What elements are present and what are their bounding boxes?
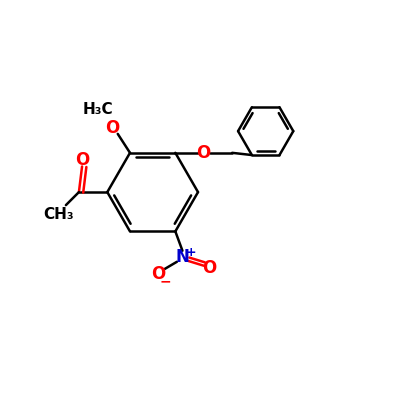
- Text: O: O: [202, 259, 216, 277]
- Text: O: O: [151, 265, 165, 283]
- Text: O: O: [197, 144, 211, 162]
- Text: −: −: [159, 274, 171, 288]
- Text: N: N: [176, 248, 189, 266]
- Text: CH₃: CH₃: [43, 207, 74, 222]
- Text: +: +: [186, 246, 196, 259]
- Text: H₃C: H₃C: [83, 102, 114, 117]
- Text: O: O: [105, 119, 119, 137]
- Text: O: O: [75, 151, 89, 169]
